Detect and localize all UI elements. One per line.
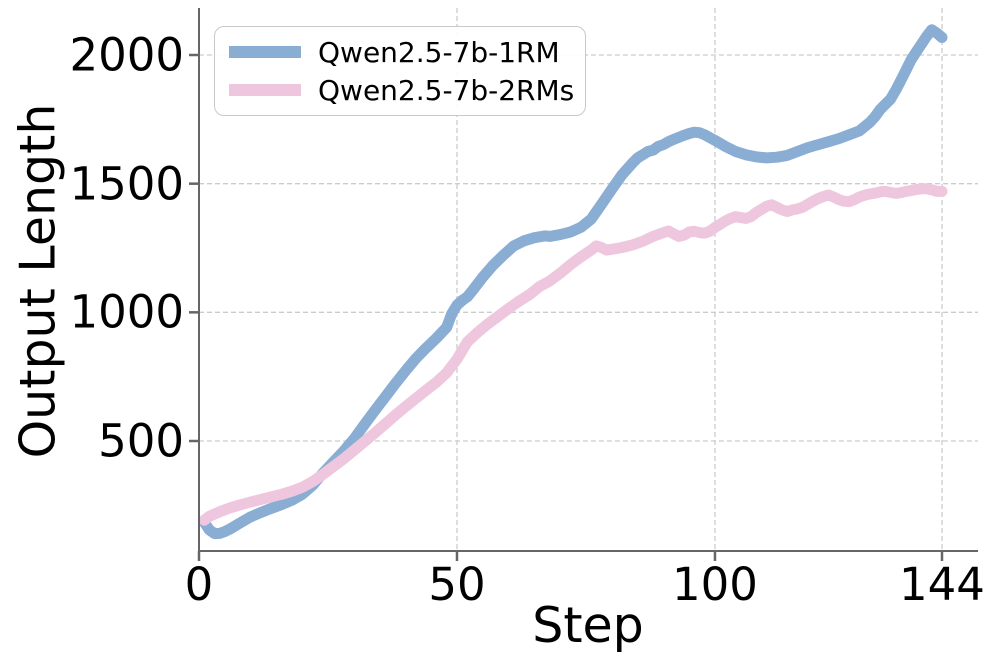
legend-swatch-2rms bbox=[229, 84, 301, 96]
y-tick-label-1000: 1000 bbox=[69, 285, 184, 339]
y-tick-label-1500: 1500 bbox=[69, 157, 184, 211]
y-axis-label: Output Length bbox=[9, 103, 67, 459]
series-line-qwen2-5-7b-2rms bbox=[198, 183, 948, 526]
x-tick-label-100: 100 bbox=[672, 558, 758, 611]
x-tick-label-0: 0 bbox=[184, 558, 214, 611]
legend-label-2rms: Qwen2.5-7b-2RMs bbox=[318, 73, 575, 107]
legend-label-1rm: Qwen2.5-7b-1RM bbox=[318, 35, 560, 69]
legend: Qwen2.5-7b-1RM Qwen2.5-7b-2RMs bbox=[214, 26, 586, 116]
x-tick-label-144: 144 bbox=[899, 558, 985, 611]
legend-entry: Qwen2.5-7b-1RM bbox=[229, 36, 575, 69]
y-tick-label-2000: 2000 bbox=[69, 28, 184, 82]
legend-entry: Qwen2.5-7b-2RMs bbox=[229, 74, 575, 107]
x-axis-label: Step bbox=[532, 597, 644, 654]
y-tick-label-500: 500 bbox=[98, 414, 184, 468]
legend-swatch-1rm bbox=[229, 46, 301, 58]
x-tick-label-50: 50 bbox=[428, 558, 486, 611]
